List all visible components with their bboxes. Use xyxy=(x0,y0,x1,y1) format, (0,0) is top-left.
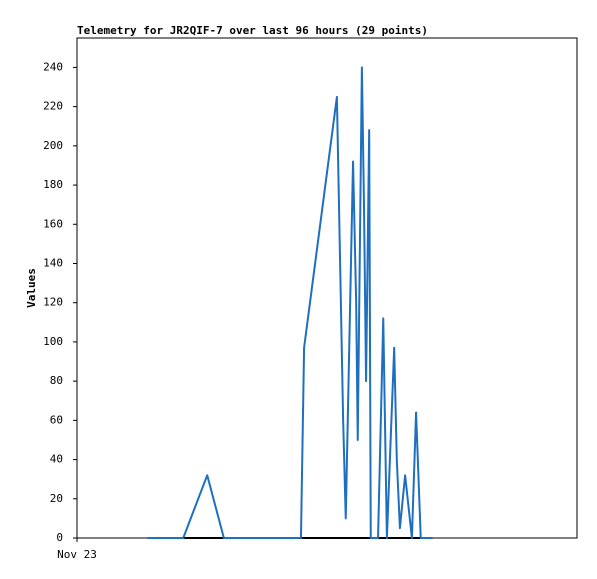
y-tick-label: 40 xyxy=(50,453,63,466)
y-tick-label: 80 xyxy=(50,374,63,387)
y-tick-label: 220 xyxy=(43,100,63,113)
y-tick-label: 200 xyxy=(43,139,63,152)
y-tick-label: 120 xyxy=(43,296,63,309)
y-tick-label: 160 xyxy=(43,217,63,230)
y-tick-label: 100 xyxy=(43,335,63,348)
y-axis-label: Values xyxy=(25,268,38,308)
x-tick-label: Nov 23 xyxy=(57,548,97,561)
plot-frame xyxy=(76,37,578,539)
y-tick-label: 20 xyxy=(50,492,63,505)
y-tick-label: 140 xyxy=(43,256,63,269)
data-line xyxy=(147,66,433,539)
y-tick-label: 0 xyxy=(56,531,63,544)
y-tick-label: 60 xyxy=(50,413,63,426)
y-tick-label: 180 xyxy=(43,178,63,191)
y-tick-label: 240 xyxy=(43,60,63,73)
chart-title: Telemetry for JR2QIF-7 over last 96 hour… xyxy=(77,24,428,37)
